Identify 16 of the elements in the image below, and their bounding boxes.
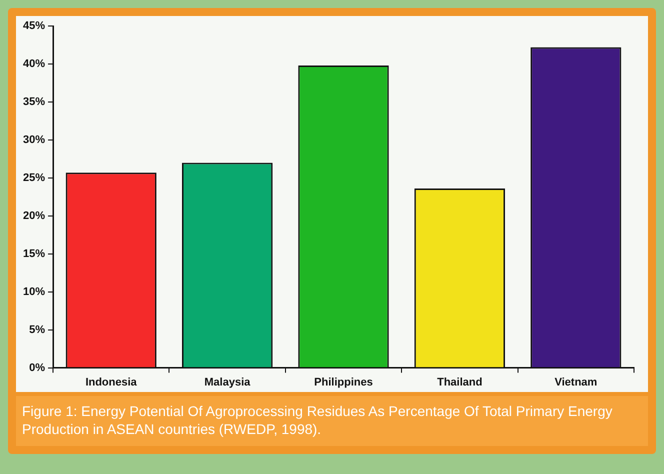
x-tick-label: Vietnam xyxy=(554,376,598,388)
y-tick-label: 35% xyxy=(22,96,46,108)
y-tick-label: 5% xyxy=(29,324,46,336)
x-tick-label: Thailand xyxy=(437,376,482,388)
y-tick-label: 0% xyxy=(29,362,46,374)
caption: Figure 1: Energy Potential Of Agroprocessing Residues As Percentage Of Total Primary Energy Production in ASEAN countries (RWEDP, 1998). xyxy=(22,402,614,438)
y-tick-label: 10% xyxy=(22,286,46,298)
y-tick-label: 45% xyxy=(22,20,46,32)
x-tick-label: Indonesia xyxy=(85,376,138,388)
x-tick-label: Malaysia xyxy=(204,376,252,388)
y-tick-label: 20% xyxy=(22,210,46,222)
y-tick-label: 25% xyxy=(22,172,46,184)
y-tick-label: 40% xyxy=(22,58,46,70)
y-tick-label: 30% xyxy=(22,134,46,146)
y-tick-label: 15% xyxy=(22,248,46,260)
x-tick-label: Philippines xyxy=(314,376,373,388)
